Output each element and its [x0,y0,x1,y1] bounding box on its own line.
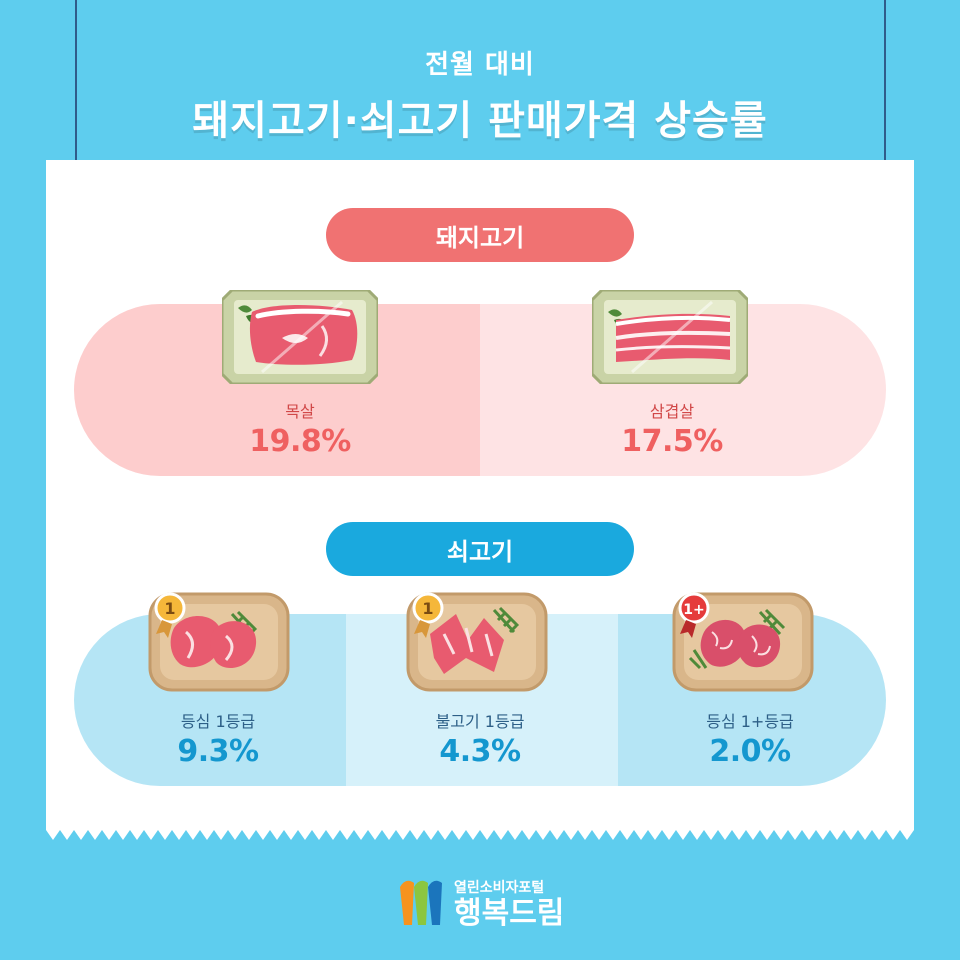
page-title: 돼지고기·쇠고기 판매가격 상승률 [192,98,768,144]
item-value: 4.3% [439,734,521,769]
grade-badge-text: 1+ [683,602,704,618]
item-value: 19.8% [249,424,351,459]
item-label: 삼겹살 [649,402,695,421]
item-label: 불고기 1등급 [435,712,525,731]
beef-band [74,614,886,786]
logo-title: 행복드림 [454,895,565,931]
logo-subtitle: 열린소비자포털 [454,879,545,896]
item-value: 9.3% [177,734,259,769]
sirloin-tray-icon: 1 [148,592,290,692]
item-label: 등심 1등급 [180,712,256,731]
premium-sirloin-tray-icon: 1+ [672,592,814,692]
grade-badge-text: 1 [164,599,175,618]
item-value: 17.5% [621,424,723,459]
footer-logo: 열린소비자포털 행복드림 [396,868,616,938]
category-pill-pork: 돼지고기 [326,208,634,262]
category-pill-beef: 쇠고기 [326,522,634,576]
paper-torn-edge [46,826,914,840]
pork-belly-tray-icon [592,290,748,384]
item-label: 등심 1+등급 [706,712,794,731]
bulgogi-tray-icon: 1 [406,592,548,692]
grade-badge-text: 1 [422,599,433,618]
page-subtitle: 전월 대비 [425,50,535,80]
hanging-string-right [884,0,886,188]
neck-meat-tray-icon [222,290,378,384]
hanging-string-left [75,0,77,188]
item-value: 2.0% [709,734,791,769]
item-label: 목살 [285,402,315,421]
logo-mark-icon [400,880,442,925]
